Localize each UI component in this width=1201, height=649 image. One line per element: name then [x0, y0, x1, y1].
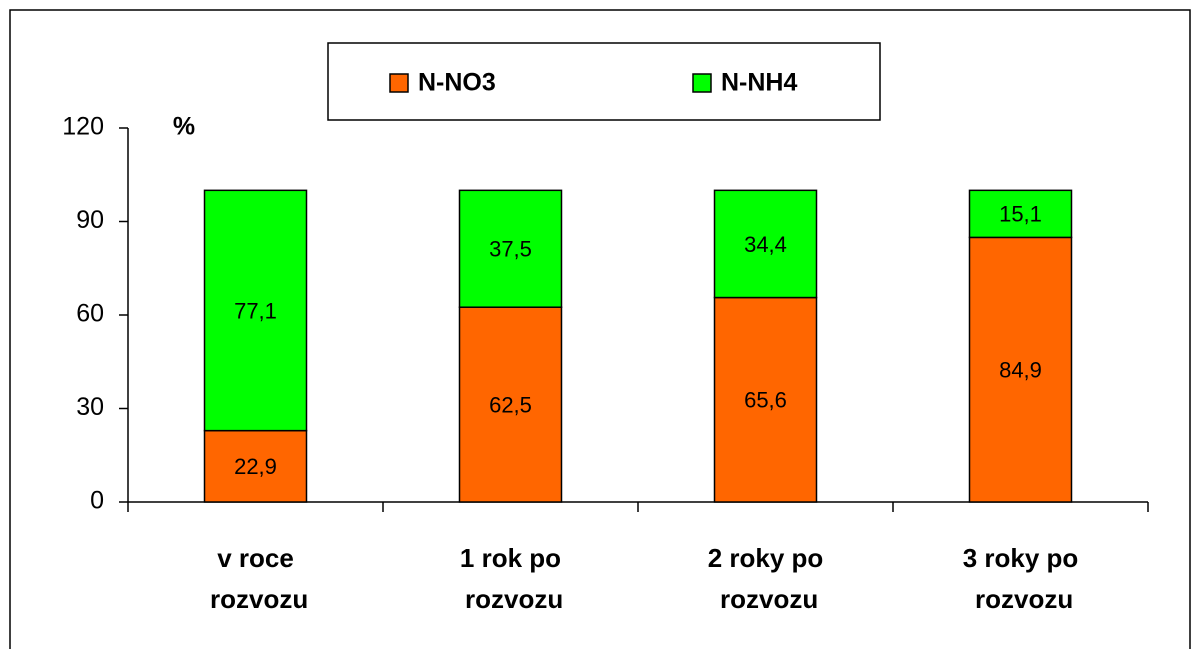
legend-label: N-NH4 [721, 69, 797, 97]
legend-box [327, 42, 881, 121]
bar-segment [968, 189, 1073, 239]
y-tick-label: 30 [76, 393, 104, 421]
value-label: 37,5 [489, 237, 532, 262]
value-label: 62,5 [489, 392, 532, 417]
value-label: 77,1 [234, 298, 277, 323]
bar-segment [458, 189, 563, 308]
bar-segment [203, 429, 308, 503]
bar-segment [203, 189, 308, 432]
value-label: 15,1 [999, 202, 1042, 227]
bar-segment [713, 296, 818, 503]
value-label: 34,4 [744, 232, 787, 257]
y-tick-label: 120 [62, 113, 104, 141]
x-tick-label: 2 roky po rozvozu [708, 543, 824, 614]
value-label: 65,6 [744, 388, 787, 413]
x-tick-label: 1 rok po rozvozu [458, 543, 563, 614]
y-axis-label: % [173, 113, 195, 141]
legend-label: N-NO3 [418, 69, 496, 97]
y-tick-label: 90 [76, 206, 104, 234]
value-label: 84,9 [999, 358, 1042, 383]
legend-swatch [389, 73, 409, 93]
value-label: 22,9 [234, 454, 277, 479]
x-tick-label: v roce rozvozu [203, 543, 308, 614]
bar-segment [713, 189, 818, 299]
x-tick-label: 3 roky po rozvozu [963, 543, 1079, 614]
y-tick-label: 60 [76, 300, 104, 328]
y-tick-label: 0 [90, 487, 104, 515]
legend-swatch [692, 73, 712, 93]
